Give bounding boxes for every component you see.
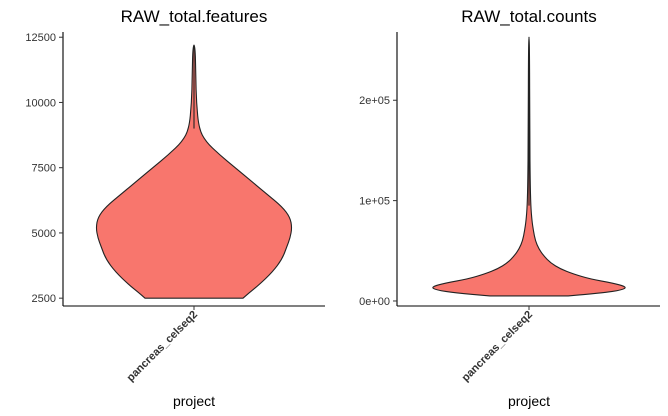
y-tick-label: 10000	[25, 97, 56, 109]
y-axis-ticks: 0e+00 1e+05 2e+05	[359, 95, 397, 308]
x-axis-label: project	[173, 393, 215, 409]
y-tick-label: 2500	[32, 293, 56, 305]
x-category-label: pancreas_celseq2	[460, 309, 536, 385]
panel-title: RAW_total.features	[121, 7, 268, 26]
y-tick-label: 0e+00	[359, 296, 390, 308]
violin-shape	[95, 44, 293, 299]
panel-raw-total-counts: RAW_total.counts 0e+00 1e+05 2e+05 pancr…	[359, 7, 660, 409]
y-tick-label: 12500	[25, 32, 56, 44]
x-category-label: pancreas_celseq2	[125, 309, 201, 385]
panel-title: RAW_total.counts	[461, 7, 596, 26]
panel-raw-total-features: RAW_total.features 2500 5000 7500 10000 …	[25, 7, 325, 409]
y-tick-label: 7500	[32, 163, 56, 175]
x-axis-label: project	[508, 393, 550, 409]
y-tick-label: 5000	[32, 228, 56, 240]
y-tick-label: 2e+05	[359, 95, 390, 107]
y-tick-label: 1e+05	[359, 196, 390, 208]
y-axis-ticks: 2500 5000 7500 10000 12500	[25, 32, 63, 305]
